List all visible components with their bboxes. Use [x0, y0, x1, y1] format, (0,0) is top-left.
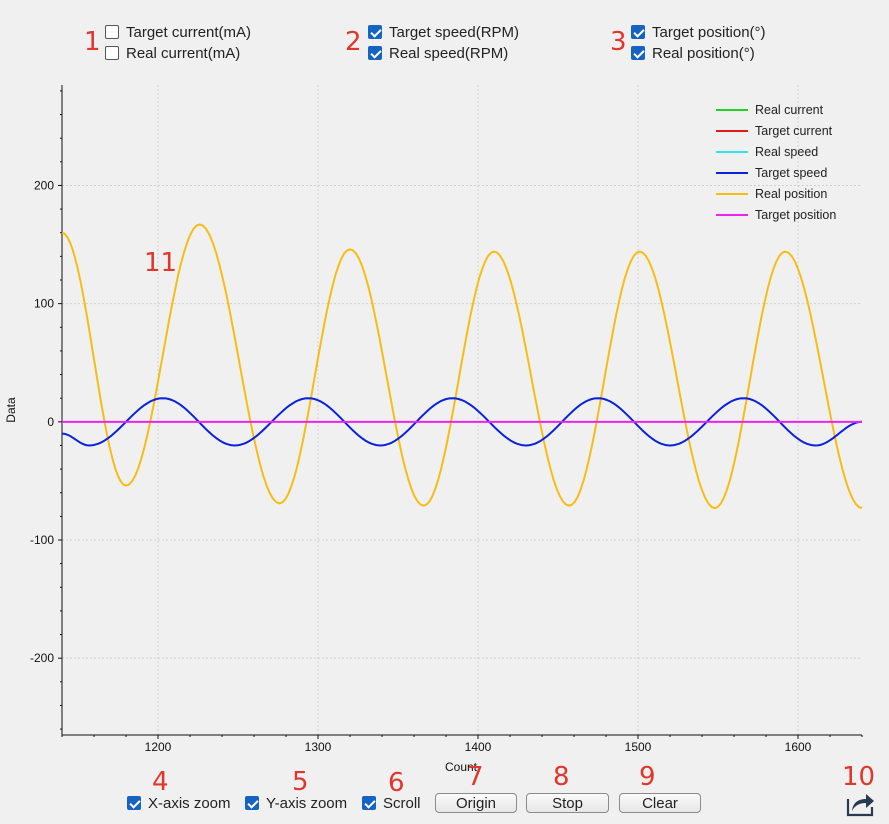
- annotation-8: 8: [553, 762, 570, 792]
- y-axis-zoom-toggle[interactable]: Y-axis zoom: [245, 793, 347, 813]
- y-tick-label: -100: [30, 533, 54, 547]
- toggle-real-speed[interactable]: Real speed(RPM): [368, 43, 508, 63]
- stop-button[interactable]: Stop: [526, 793, 609, 813]
- annotation-1: 1: [84, 27, 101, 57]
- annotation-7: 7: [467, 762, 484, 792]
- x-axis-zoom-toggle[interactable]: X-axis zoom: [127, 793, 231, 813]
- annotation-9: 9: [639, 762, 656, 792]
- annotation-2: 2: [345, 27, 362, 57]
- toggle-label: Target position(°): [652, 23, 766, 41]
- checkbox-icon[interactable]: [368, 46, 382, 60]
- legend-label: Target current: [755, 124, 833, 138]
- legend-label: Real current: [755, 103, 824, 117]
- annotation-5: 5: [292, 767, 309, 797]
- y-tick-label: 0: [47, 415, 54, 429]
- series-line-real-position: [61, 223, 863, 510]
- clear-button[interactable]: Clear: [619, 793, 701, 813]
- y-tick-label: -200: [30, 651, 54, 665]
- checkbox-icon[interactable]: [631, 46, 645, 60]
- toggle-label: Y-axis zoom: [266, 794, 348, 812]
- toggle-label: Real speed(RPM): [389, 44, 509, 62]
- checkbox-icon[interactable]: [362, 796, 376, 810]
- checkbox-icon[interactable]: [105, 46, 119, 60]
- toggle-label: Real position(°): [652, 44, 755, 62]
- legend-label: Real position: [755, 187, 827, 201]
- y-axis-label: Data: [4, 397, 18, 423]
- legend-label: Real speed: [755, 145, 818, 159]
- toggle-label: Target speed(RPM): [389, 23, 520, 41]
- checkbox-icon[interactable]: [105, 25, 119, 39]
- export-share-icon[interactable]: [845, 790, 875, 818]
- annotation-6: 6: [388, 768, 405, 798]
- x-axis-label: Count: [445, 760, 478, 774]
- annotation-10: 10: [842, 762, 876, 792]
- checkbox-icon[interactable]: [127, 796, 141, 810]
- annotation-3: 3: [610, 27, 627, 57]
- checkbox-icon[interactable]: [245, 796, 259, 810]
- checkbox-icon[interactable]: [631, 25, 645, 39]
- x-tick-label: 1300: [305, 740, 332, 754]
- series-line-target-speed: [61, 397, 863, 447]
- scroll-toggle[interactable]: Scroll: [362, 793, 421, 813]
- x-tick-label: 1400: [465, 740, 492, 754]
- x-tick-label: 1600: [785, 740, 812, 754]
- y-tick-label: 100: [34, 297, 54, 311]
- toggle-real-current[interactable]: Real current(mA): [105, 43, 240, 63]
- y-tick-label: 200: [34, 178, 54, 192]
- legend-label: Target position: [755, 208, 836, 222]
- toggle-label: Target current(mA): [126, 23, 252, 41]
- x-tick-label: 1500: [625, 740, 652, 754]
- legend-label: Target speed: [755, 166, 827, 180]
- checkbox-icon[interactable]: [368, 25, 382, 39]
- toggle-label: X-axis zoom: [148, 794, 231, 812]
- x-tick-label: 1200: [145, 740, 172, 754]
- toggle-target-current[interactable]: Target current(mA): [105, 22, 251, 42]
- annotation-11: 11: [144, 248, 178, 278]
- annotation-4: 4: [152, 767, 169, 797]
- toggle-label: Scroll: [383, 794, 421, 812]
- toggle-target-position[interactable]: Target position(°): [631, 22, 766, 42]
- toggle-target-speed[interactable]: Target speed(RPM): [368, 22, 519, 42]
- origin-button[interactable]: Origin: [435, 793, 517, 813]
- toggle-real-position[interactable]: Real position(°): [631, 43, 755, 63]
- toggle-label: Real current(mA): [126, 44, 241, 62]
